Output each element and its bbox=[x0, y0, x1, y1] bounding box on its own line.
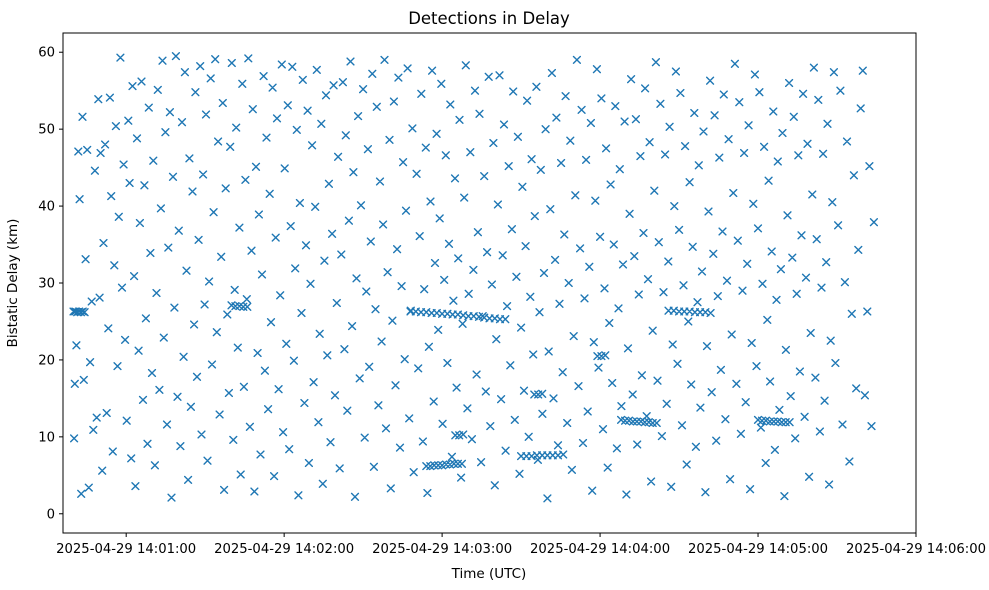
data-points bbox=[69, 52, 878, 503]
y-tick-label: 10 bbox=[38, 430, 55, 445]
plot-title: Detections in Delay bbox=[408, 9, 570, 28]
y-tick-label: 40 bbox=[38, 200, 55, 215]
y-tick-label: 0 bbox=[47, 507, 55, 522]
y-tick-label: 20 bbox=[38, 353, 55, 368]
x-tick-label: 2025-04-29 14:02:00 bbox=[214, 542, 354, 557]
y-axis-ticks: 0 10 20 30 40 50 60 bbox=[38, 46, 63, 522]
x-axis-ticks: 2025-04-29 14:01:00 2025-04-29 14:02:00 20… bbox=[56, 533, 986, 557]
x-axis-label: Time (UTC) bbox=[451, 566, 527, 582]
x-tick-label: 2025-04-29 14:01:00 bbox=[56, 542, 196, 557]
x-tick-label: 2025-04-29 14:05:00 bbox=[688, 542, 828, 557]
x-tick-label: 2025-04-29 14:04:00 bbox=[530, 542, 670, 557]
y-tick-label: 30 bbox=[38, 277, 55, 292]
y-axis-label: Bistatic Delay (km) bbox=[5, 219, 21, 348]
x-tick-label: 2025-04-29 14:03:00 bbox=[372, 542, 512, 557]
y-tick-label: 60 bbox=[38, 46, 55, 61]
scatter-markers bbox=[69, 52, 878, 503]
y-tick-label: 50 bbox=[38, 123, 55, 138]
x-tick-label: 2025-04-29 14:06:00 bbox=[846, 542, 986, 557]
